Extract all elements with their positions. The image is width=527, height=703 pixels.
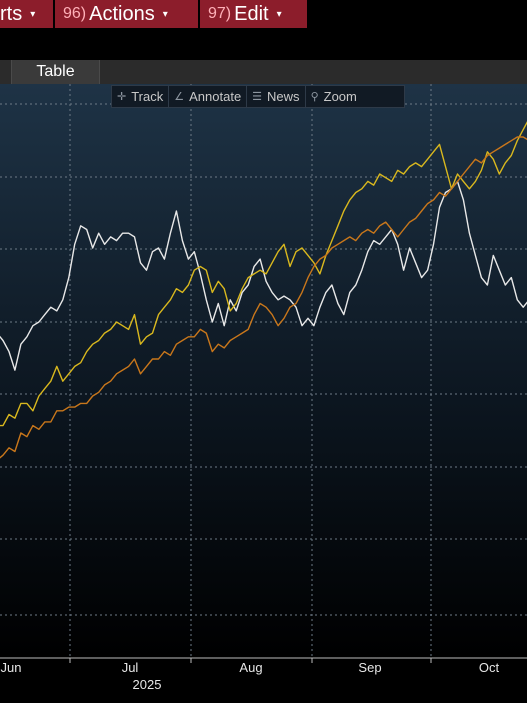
price-chart[interactable]: Jun Jul Aug Sep Oct 2025 [0, 84, 527, 703]
news-button[interactable]: ☰ News [247, 86, 306, 107]
series-line-2 [0, 121, 527, 427]
news-icon: ☰ [252, 91, 263, 103]
charts-menu-label: rts [0, 2, 23, 25]
chevron-down-icon: ▾ [276, 8, 282, 20]
annotate-label: Annotate [189, 89, 242, 104]
series-line-3 [0, 136, 527, 459]
edit-menu-number: 97) [208, 5, 232, 22]
x-tick-label: Aug [239, 660, 262, 675]
zoom-label: Zoom [323, 89, 357, 104]
crosshair-icon: ✛ [117, 91, 127, 103]
x-tick-label: Jun [1, 660, 22, 675]
chevron-down-icon: ▾ [30, 8, 36, 20]
annotate-button[interactable]: ∠ Annotate [169, 86, 248, 107]
track-label: Track [131, 89, 164, 104]
series-line-1 [0, 180, 527, 371]
actions-menu-number: 96) [63, 5, 87, 22]
tab-chart[interactable] [0, 60, 12, 84]
x-axis-year-label: 2025 [133, 677, 162, 692]
view-tab-row: Table [0, 60, 527, 85]
x-tick-label: Oct [479, 660, 500, 675]
series-lines [0, 121, 527, 459]
pencil-icon: ∠ [174, 91, 185, 103]
zoom-button[interactable]: ⚲ Zoom [306, 86, 362, 107]
news-label: News [267, 89, 300, 104]
charts-menu[interactable]: rts ▾ [0, 0, 55, 28]
actions-menu[interactable]: 96) Actions ▾ [55, 0, 200, 28]
chart-canvas[interactable]: Jun Jul Aug Sep Oct 2025 [0, 84, 527, 703]
track-button[interactable]: ✛ Track [112, 86, 170, 107]
magnifier-icon: ⚲ [310, 91, 319, 103]
x-axis-ticks: Jun Jul Aug Sep Oct [1, 658, 500, 675]
actions-menu-label: Actions [89, 2, 155, 25]
chevron-down-icon: ▾ [162, 8, 168, 20]
x-tick-label: Sep [358, 660, 381, 675]
x-tick-label: Jul [122, 660, 139, 675]
toolbar-band [0, 28, 527, 60]
plot-area [0, 84, 527, 658]
edit-menu-label: Edit [234, 2, 269, 25]
tab-table[interactable]: Table [12, 60, 100, 84]
chart-toolbar: ✛ Track ∠ Annotate ☰ News ⚲ Zoom [111, 85, 405, 108]
edit-menu[interactable]: 97) Edit ▾ [200, 0, 309, 28]
tab-table-label: Table [36, 63, 75, 80]
grid-lines [0, 84, 527, 658]
menu-bar: rts ▾ 96) Actions ▾ 97) Edit ▾ [0, 0, 527, 28]
